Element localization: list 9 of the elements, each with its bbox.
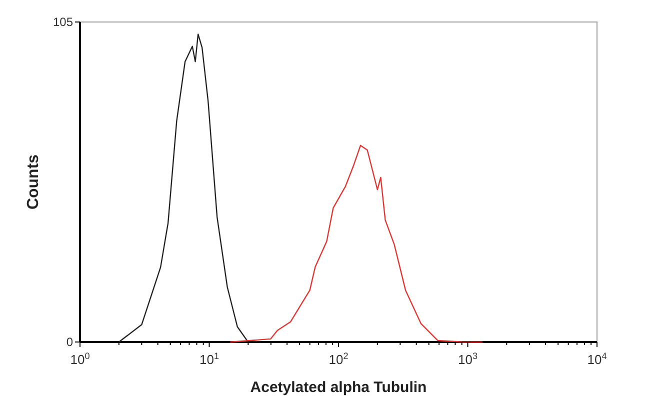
- x-tick-label: 10$^{0}$: [70, 351, 90, 367]
- x-tick-label: 10$^{2}$: [328, 351, 348, 367]
- y-tick-label: 105: [52, 15, 74, 29]
- y-tick-label: 0: [66, 335, 74, 349]
- x-tick-label: 10$^{1}$: [199, 351, 220, 367]
- x-tick-label: 10$^{3}$: [458, 351, 478, 367]
- x-tick-label: 10$^{4}$: [587, 351, 607, 367]
- y-axis-title: Counts: [25, 154, 42, 210]
- x-axis-title: Acetylated alpha Tubulin: [250, 379, 427, 396]
